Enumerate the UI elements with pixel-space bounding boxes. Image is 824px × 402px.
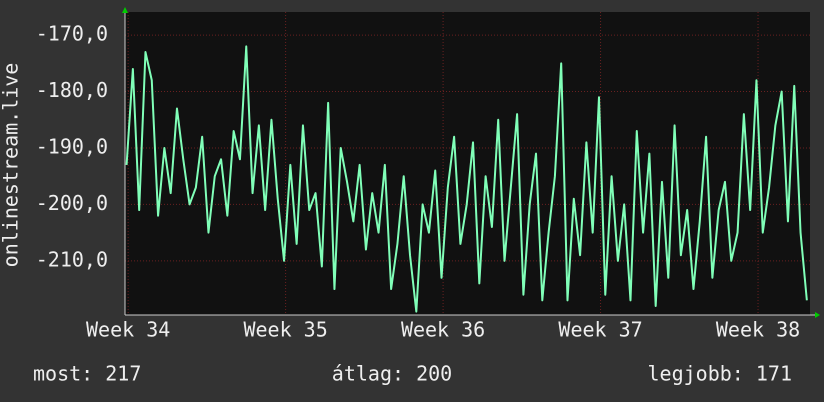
x-arrow (815, 312, 820, 318)
y-axis-label: onlinestream.live (0, 63, 23, 268)
x-tick-label: Week 37 (558, 318, 642, 342)
y-tick-label: -180,0 (36, 78, 108, 102)
y-tick-label: -190,0 (36, 134, 108, 158)
x-tick-label: Week 36 (401, 318, 485, 342)
footer-average: átlag: 200 (332, 362, 452, 386)
y-arrow (122, 7, 128, 13)
x-tick-label: Week 35 (243, 318, 327, 342)
data-line (125, 45, 808, 313)
footer-current: most: 217 (33, 362, 141, 386)
x-tick-label: Week 38 (716, 318, 800, 342)
plot (125, 45, 808, 313)
y-tick-label: -210,0 (36, 247, 108, 271)
footer-best: legjobb: 171 (648, 362, 793, 386)
y-tick-label: -200,0 (36, 191, 108, 215)
y-tick-label: -170,0 (36, 22, 108, 46)
x-tick-label: Week 34 (86, 318, 170, 342)
